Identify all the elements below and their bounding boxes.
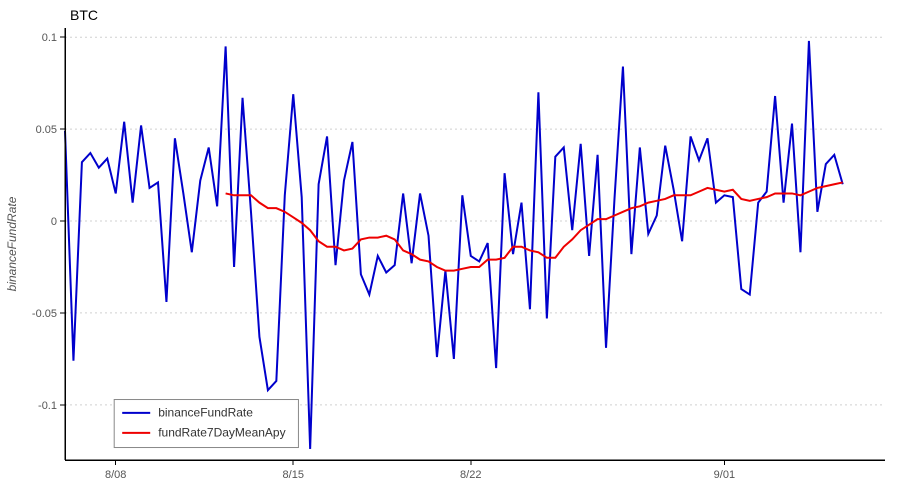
y-tick-label: -0.1	[38, 400, 57, 412]
x-tick-label: 8/15	[283, 469, 304, 481]
x-tick-label: 8/08	[105, 469, 126, 481]
y-tick-label: 0.1	[42, 32, 57, 44]
chart-svg: -0.1 -0.05 0 0.05 0.1 8/08 8/15 8/22 9/01 BTC bina…	[0, 0, 900, 500]
y-tick-label: -0.05	[32, 308, 57, 320]
legend: binanceFundRate fundRate7DayMeanApy	[114, 400, 298, 448]
y-tick-label: 0.05	[36, 124, 57, 136]
x-tick-label: 9/01	[714, 469, 735, 481]
y-axis-label: binanceFundRate	[5, 196, 19, 291]
chart-title: BTC	[70, 7, 98, 23]
x-tick-label: 8/22	[460, 469, 481, 481]
chart-container: -0.1 -0.05 0 0.05 0.1 8/08 8/15 8/22 9/01 BTC bina…	[0, 0, 900, 500]
legend-label-0: binanceFundRate	[158, 406, 253, 420]
y-tick-label: 0	[51, 216, 57, 228]
legend-label-1: fundRate7DayMeanApy	[158, 426, 285, 440]
